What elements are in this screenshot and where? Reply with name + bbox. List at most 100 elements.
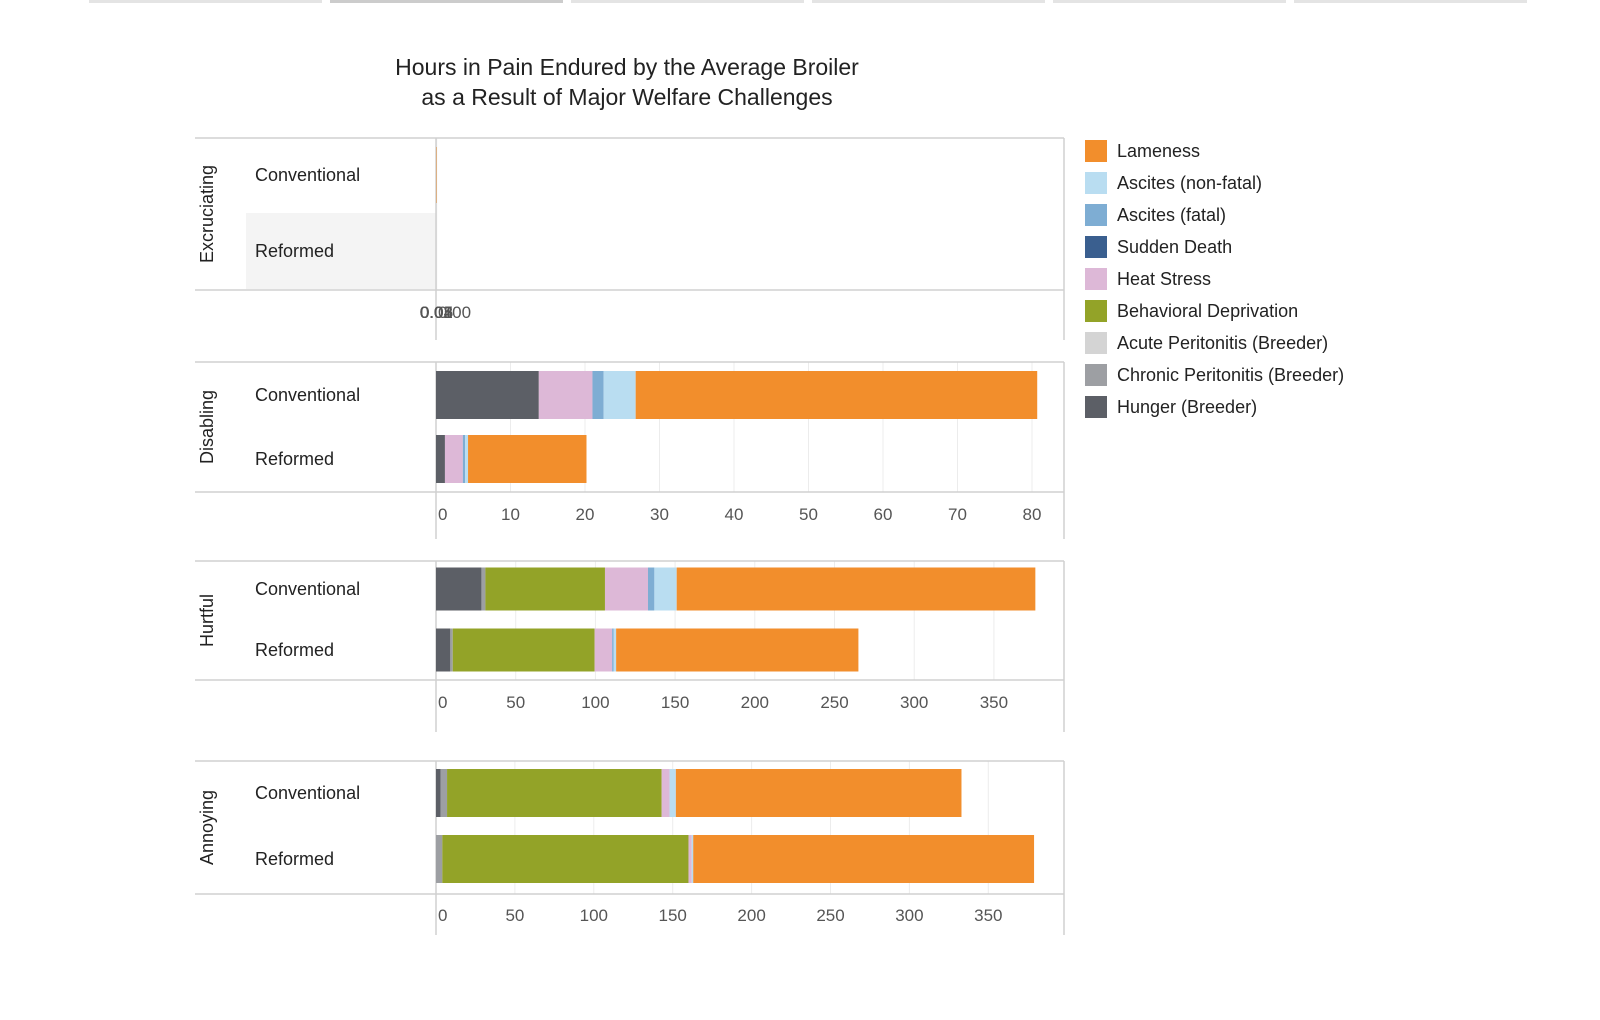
tab-indicator[interactable] [571, 0, 804, 3]
legend-item[interactable]: Chronic Peritonitis (Breeder) [1085, 363, 1344, 395]
bar-segment-lameness [676, 567, 1036, 611]
tab-indicator[interactable] [812, 0, 1045, 3]
legend-swatch [1085, 172, 1107, 194]
bar-segment-chronic-peritonitis-breeder [440, 769, 448, 817]
bar-segment-chronic-peritonitis-breeder [450, 628, 453, 672]
x-tick-label: 300 [895, 906, 923, 925]
legend-label: Sudden Death [1117, 237, 1233, 257]
row-highlight [246, 213, 436, 289]
bar-segment-ascites-fatal [462, 435, 466, 483]
x-tick-label: 150 [661, 693, 689, 712]
x-tick-label: 20 [576, 505, 595, 524]
x-tick-label: 60 [874, 505, 893, 524]
x-tick-label: 250 [820, 693, 848, 712]
row-label: Reformed [255, 241, 334, 261]
panel-label: Excruciating [197, 165, 217, 263]
row-label: Conventional [255, 783, 360, 803]
bar-segment-hunger-breeder [436, 435, 445, 483]
legend-swatch [1085, 364, 1107, 386]
x-tick-label: 0 [438, 505, 447, 524]
x-tick-label: 80 [1023, 505, 1042, 524]
x-tick-label: 50 [505, 906, 524, 925]
legend-item[interactable]: Sudden Death [1085, 235, 1344, 267]
x-tick-label: 350 [980, 693, 1008, 712]
bar-segment-lameness [635, 371, 1038, 419]
tab-indicator[interactable] [1294, 0, 1527, 3]
tab-indicator[interactable] [89, 0, 322, 3]
x-tick-label: 0.03 [420, 303, 453, 322]
panel-excruciating: Excruciating Conventional Reformed 0.000.01… [195, 137, 1065, 340]
legend-label: Behavioral Deprivation [1117, 301, 1299, 321]
panel-label: Disabling [197, 390, 217, 464]
legend-swatch [1085, 396, 1107, 418]
tab-indicator-active[interactable] [330, 0, 563, 3]
x-tick-label: 250 [816, 906, 844, 925]
legend-item[interactable]: Heat Stress [1085, 267, 1344, 299]
chart-legend: Lameness Ascites (non-fatal) Ascites (fata… [1085, 139, 1344, 427]
legend-item[interactable]: Acute Peritonitis (Breeder) [1085, 331, 1344, 363]
bar-segment-hunger-breeder [436, 769, 441, 817]
x-tick-label: 200 [741, 693, 769, 712]
x-tick-label: 0.04 [420, 303, 453, 322]
bar-segment-ascites-non-fatal [603, 371, 636, 419]
tab-strip [89, 0, 1529, 3]
bar-segment-ascites-fatal [648, 567, 655, 611]
bar-segment-lameness [468, 435, 587, 483]
x-tick-label: 50 [506, 693, 525, 712]
row-label: Reformed [255, 449, 334, 469]
chart-title: as a Result of Major Welfare Challenges [421, 84, 832, 110]
chart-title: Hours in Pain Endured by the Average Bro… [395, 54, 859, 80]
x-tick-label: 300 [900, 693, 928, 712]
bar-segment-heat-stress [538, 371, 593, 419]
x-tick-label: 0.00 [438, 303, 471, 322]
x-tick-label: 70 [948, 505, 967, 524]
legend-swatch [1085, 300, 1107, 322]
bar-segment-ascites-non-fatal [465, 435, 469, 483]
bar-segment-ascites-fatal [612, 628, 614, 672]
row-label: Reformed [255, 849, 334, 869]
legend-swatch [1085, 140, 1107, 162]
bar-segment-lameness [675, 769, 962, 817]
bar-segment-hunger-breeder [436, 371, 539, 419]
legend-item[interactable]: Behavioral Deprivation [1085, 299, 1344, 331]
legend-label: Chronic Peritonitis (Breeder) [1117, 365, 1345, 385]
bar-segment-ascites-non-fatal [669, 769, 676, 817]
x-tick-label: 150 [659, 906, 687, 925]
x-tick-label: 100 [580, 906, 608, 925]
x-tick-label: 40 [725, 505, 744, 524]
row-label: Conventional [255, 165, 360, 185]
legend-label: Hunger (Breeder) [1117, 397, 1258, 417]
bar-segment-ascites-non-fatal [613, 628, 617, 672]
row-label: Conventional [255, 385, 360, 405]
bar-segment-heat-stress [604, 567, 649, 611]
legend-label: Acute Peritonitis (Breeder) [1117, 333, 1329, 353]
bar-segment-heat-stress [661, 769, 670, 817]
x-tick-label: 0 [438, 693, 447, 712]
panel-annoying: Annoying Conventional Reformed 0 50 100 150 200… [195, 760, 1065, 935]
legend-swatch [1085, 332, 1107, 354]
row-label: Reformed [255, 640, 334, 660]
bar-segment-chronic-peritonitis-breeder [436, 835, 443, 883]
bar-segment-ascites-non-fatal [654, 567, 677, 611]
legend-label: Heat Stress [1117, 269, 1212, 289]
panel-hurtful: Hurtful Conventional Reformed 0 50 100 150 200 2… [195, 560, 1065, 732]
bar-segment-lameness [436, 147, 437, 203]
legend-item[interactable]: Ascites (fatal) [1085, 203, 1344, 235]
bar-segment-heat-stress [688, 835, 692, 883]
bar-segment-hunger-breeder [436, 567, 482, 611]
legend-item[interactable]: Hunger (Breeder) [1085, 395, 1344, 427]
bar-segment-behavioral-deprivation [485, 567, 605, 611]
legend-label: Lameness [1117, 141, 1201, 161]
bar-segment-ascites-fatal [592, 371, 604, 419]
tab-indicator[interactable] [1053, 0, 1286, 3]
panel-label: Hurtful [197, 594, 217, 647]
x-tick-label: 30 [650, 505, 669, 524]
bar-segment-lameness [693, 835, 1035, 883]
legend-item[interactable]: Lameness [1085, 139, 1344, 171]
legend-item[interactable]: Ascites (non-fatal) [1085, 171, 1344, 203]
legend-label: Ascites (fatal) [1117, 205, 1227, 225]
bar-segment-behavioral-deprivation [442, 835, 689, 883]
x-tick-label: 0.05 [420, 303, 453, 322]
x-tick-label: 200 [737, 906, 765, 925]
